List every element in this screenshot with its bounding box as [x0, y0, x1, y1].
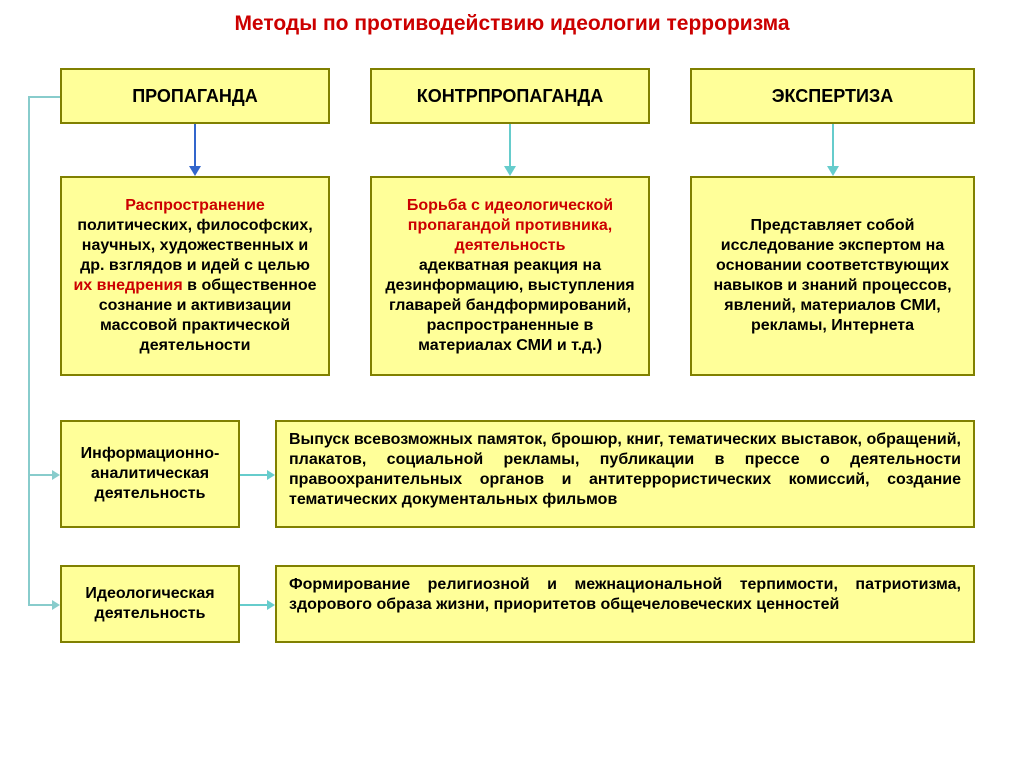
desc-propaganda-hl1: Распространение	[125, 197, 265, 214]
row1-desc: Выпуск всевозможных памяток, брошюр, кни…	[275, 420, 975, 528]
header-propaganda: ПРОПАГАНДА	[60, 68, 330, 124]
desc-propaganda-hl2: их внедрения	[73, 277, 182, 294]
page-title: Методы по противодействию идеологии терр…	[0, 0, 1024, 54]
desc-counterpropaganda: Борьба с идеологической пропагандой прот…	[370, 176, 650, 376]
row2-desc: Формирование религиозной и межнациональн…	[275, 565, 975, 643]
arrow-row2-line	[240, 604, 268, 606]
desc-expertise: Представляет собой исследование эксперто…	[690, 176, 975, 376]
arrow-row1-line	[240, 474, 268, 476]
arrow-head-3	[827, 166, 839, 176]
row1-label: Информационно-аналитическая деятельность	[60, 420, 240, 528]
row2-label: Идеологическая деятельность	[60, 565, 240, 643]
desc-propaganda: Распространение политических, философски…	[60, 176, 330, 376]
arrow-head-2	[504, 166, 516, 176]
arrow-head-1	[189, 166, 201, 176]
arrow-line-1	[194, 124, 196, 168]
connector-vertical	[28, 96, 30, 604]
arrow-line-3	[832, 124, 834, 168]
desc-propaganda-text1: политических, философских, научных, худо…	[77, 217, 312, 274]
header-expertise: ЭКСПЕРТИЗА	[690, 68, 975, 124]
desc-counter-hl: Борьба с идеологической пропагандой прот…	[407, 197, 613, 254]
connector-h-top	[28, 96, 60, 98]
arrow-line-2	[509, 124, 511, 168]
arrow-row1-head	[267, 470, 275, 480]
connector-arrow-row2	[52, 600, 60, 610]
header-counterpropaganda: КОНТРПРОПАГАНДА	[370, 68, 650, 124]
connector-arrow-row1	[52, 470, 60, 480]
arrow-row2-head	[267, 600, 275, 610]
connector-h-row1	[28, 474, 53, 476]
desc-counter-text: адекватная реакция на дезинформацию, выс…	[385, 257, 634, 354]
connector-h-row2	[28, 604, 53, 606]
